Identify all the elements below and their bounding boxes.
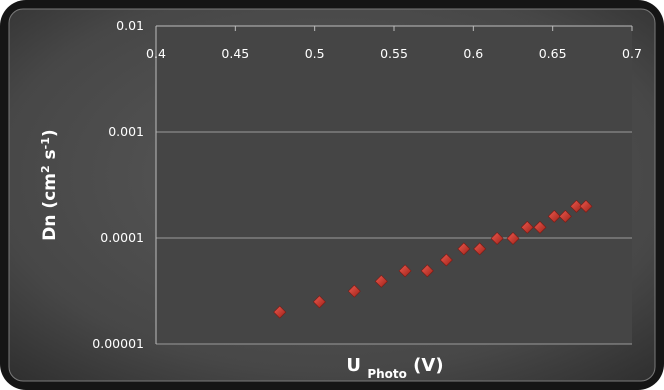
- data-point: [490, 232, 504, 245]
- plot-area: [156, 26, 632, 344]
- data-point: [533, 220, 547, 234]
- y-tick-label: 0.0001: [100, 230, 144, 245]
- data-point: [579, 199, 593, 213]
- data-point: [273, 305, 287, 319]
- tick-labels: 0.00001 0.0001 0.001 0.010.4 0.45 0.5 0.55 0.6 0…: [92, 18, 642, 351]
- x-tick-label: 0.6: [463, 46, 483, 61]
- x-tick-label: 0.45: [221, 46, 249, 61]
- data-point: [374, 274, 388, 288]
- data-point: [439, 253, 453, 267]
- data-point: [570, 199, 583, 213]
- y-axis-title: Dn (cm2 s-1): [39, 129, 61, 240]
- data-point: [506, 232, 520, 245]
- x-tick-label: 0.4: [146, 46, 166, 61]
- x-tick-label: 0.65: [539, 46, 567, 61]
- data-point: [520, 220, 534, 234]
- data-point: [457, 242, 471, 256]
- data-point: [398, 264, 412, 278]
- x-axis-title: U Photo (V): [346, 355, 443, 381]
- y-tick-label: 0.01: [116, 18, 144, 33]
- x-tick-label: 0.5: [305, 46, 325, 61]
- x-tick-label: 0.55: [380, 46, 408, 61]
- data-point: [473, 242, 487, 256]
- y-tick-label: 0.00001: [92, 336, 144, 351]
- data-point: [558, 209, 572, 223]
- data-point: [313, 295, 326, 309]
- x-tick-label: 0.7: [622, 46, 642, 61]
- data-point: [547, 209, 561, 223]
- y-tick-label: 0.001: [108, 124, 144, 139]
- data-point: [347, 284, 361, 298]
- data-point: [420, 264, 434, 278]
- axes: [155, 25, 633, 344]
- data-points: [273, 199, 593, 319]
